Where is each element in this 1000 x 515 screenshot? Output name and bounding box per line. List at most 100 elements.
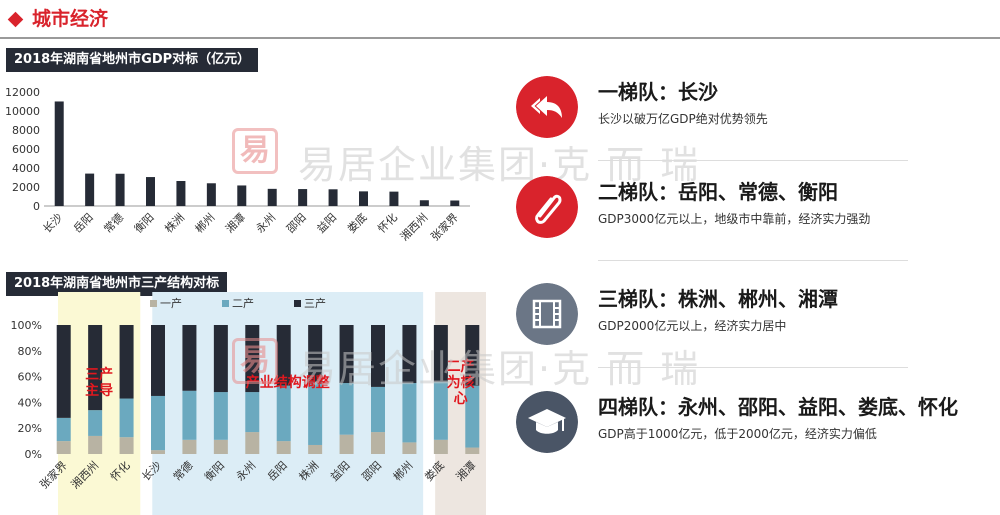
y-tick-label: 60%: [18, 371, 42, 384]
stacked-bar-segment: [56, 417, 71, 442]
stacked-bar-segment: [371, 432, 385, 454]
gdp-bar-chart: 020004000600080001000012000长沙 岳阳 常德 衡阳 株洲 郴州湘…: [5, 86, 470, 243]
stacked-bar-segment: [339, 434, 354, 454]
watermark-text: 易居企业集团·克 而 瑞: [298, 347, 701, 391]
section-title: 城市经济: [32, 8, 109, 30]
y-tick-label: 6000: [12, 143, 40, 156]
tier-heading: 二梯队：岳阳、常德、衡阳: [598, 180, 838, 204]
y-tick-label: 2000: [12, 181, 40, 194]
stacked-bar-segment: [308, 325, 323, 382]
tier-heading: 三梯队：株洲、郴州、湘潭: [598, 287, 838, 311]
header-divider: [0, 37, 1000, 39]
x-tick-label: 郴州: [192, 210, 217, 235]
stacked-bar-segment: [276, 441, 291, 454]
legend-label: 一产: [160, 296, 182, 310]
gdp-chart-title: 2018年湖南省地州市GDP对标（亿元）: [6, 48, 259, 72]
y-tick-label: 0: [33, 200, 40, 213]
x-tick-label: 常德: [101, 210, 126, 235]
stacked-bar-segment: [151, 395, 165, 451]
gdp-bar: [85, 173, 95, 206]
stacked-bar-segment: [88, 325, 103, 411]
stacked-bar-segment: [433, 325, 448, 382]
y-tick-label: 0%: [25, 448, 42, 461]
stacked-bar-segment: [402, 442, 417, 454]
gdp-bar: [389, 191, 399, 206]
legend-swatch: [150, 300, 157, 307]
gdp-bar: [359, 191, 368, 206]
x-tick-label: 邵阳: [284, 211, 309, 236]
x-tick-label: 怀化: [375, 210, 400, 235]
stacked-bar-segment: [308, 444, 323, 454]
x-tick-label: 株洲: [162, 210, 187, 235]
section-header: 城市经济: [0, 0, 1000, 40]
tier-description: GDP3000亿元以上，地级市中靠前，经济实力强劲: [598, 212, 871, 226]
stacked-bar-segment: [182, 439, 197, 454]
tier-description: GDP2000亿元以上，经济实力居中: [598, 319, 787, 333]
watermark-seal-icon: 易: [232, 128, 278, 174]
stacked-bar-segment: [371, 386, 385, 433]
stacked-bar-segment: [465, 325, 480, 386]
gdp-bar: [450, 200, 460, 206]
gdp-bar: [115, 173, 125, 206]
stacked-bar-segment: [433, 381, 448, 440]
stacked-bar-segment: [182, 390, 197, 440]
gdp-bar: [237, 185, 247, 206]
stacked-bar-segment: [308, 381, 323, 445]
tier-heading: 一梯队：长沙: [598, 80, 718, 104]
legend-label: 二产: [232, 296, 254, 310]
group-label: 三产主导: [85, 366, 113, 399]
stacked-bar-segment: [276, 385, 291, 442]
y-tick-label: 100%: [11, 319, 42, 332]
stacked-bar-segment: [182, 325, 197, 391]
tier-divider: [598, 367, 908, 368]
stacked-bar-segment: [151, 450, 165, 454]
stacked-bar-segment: [56, 441, 71, 454]
reply-arrow-icon: [516, 76, 578, 138]
stacked-bar-segment: [88, 435, 103, 454]
watermark-seal-icon: 易: [232, 338, 278, 384]
tier-divider: [598, 260, 908, 261]
x-tick-label: 永州: [253, 210, 278, 235]
stacked-bar-segment: [119, 325, 134, 399]
x-tick-label: 岳阳: [71, 211, 96, 236]
tier-description: 长沙以破万亿GDP绝对优势领先: [598, 112, 768, 126]
x-tick-label: 衡阳: [132, 211, 157, 236]
x-tick-label: 张家界: [428, 210, 461, 243]
stacked-bar-segment: [465, 385, 480, 448]
film-icon: [516, 283, 578, 345]
gdp-bar: [267, 188, 277, 206]
stacked-bar-segment: [245, 392, 260, 433]
gdp-bar: [206, 183, 216, 206]
stacked-bar-segment: [213, 439, 228, 454]
x-tick-label: 娄底: [344, 210, 369, 235]
watermark-text: 易居企业集团·克 而 瑞: [298, 143, 701, 187]
stacked-bar-segment: [213, 325, 228, 393]
group-label: 产业结构调整: [246, 374, 331, 391]
gdp-bar: [298, 189, 308, 206]
tier-heading: 四梯队：永州、邵阳、益阳、娄底、怀化: [598, 395, 958, 419]
graduation-cap-icon: [516, 391, 578, 453]
stacked-bar-segment: [465, 447, 480, 454]
stacked-bar-segment: [339, 383, 354, 435]
x-tick-label: 益阳: [314, 210, 339, 235]
y-tick-label: 8000: [12, 124, 40, 137]
y-tick-label: 20%: [18, 422, 42, 435]
stacked-bar-segment: [119, 437, 134, 454]
stacked-bar-segment: [402, 325, 417, 384]
stacked-bar-segment: [371, 325, 385, 387]
x-tick-label: 长沙: [41, 211, 66, 236]
legend-swatch: [222, 300, 229, 307]
stacked-bar-segment: [402, 383, 417, 443]
stacked-bar-segment: [56, 325, 71, 418]
gdp-bar: [419, 200, 429, 206]
y-tick-label: 40%: [18, 396, 42, 409]
diamond-icon: [7, 11, 24, 28]
stacked-bar-segment: [213, 392, 228, 440]
y-tick-label: 4000: [12, 162, 40, 175]
stacked-bar-segment: [245, 325, 260, 393]
tier-divider: [598, 160, 908, 161]
gdp-bar: [146, 177, 155, 206]
stacked-bar-segment: [339, 325, 354, 384]
gdp-bar: [328, 189, 338, 206]
